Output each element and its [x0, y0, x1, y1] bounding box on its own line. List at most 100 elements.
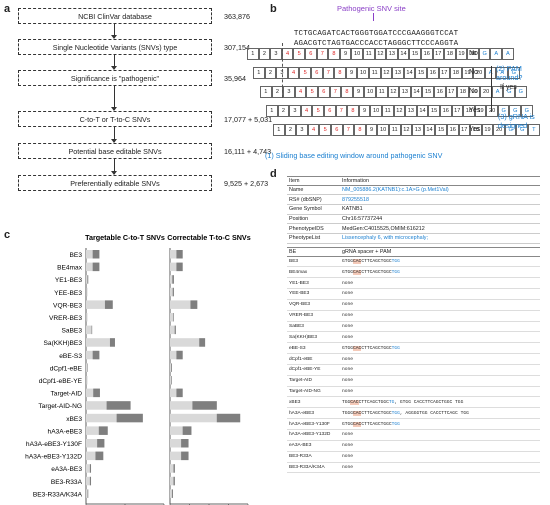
- window-position: 8: [354, 124, 366, 136]
- window-position: 11: [375, 86, 388, 98]
- grna-mid: CTTCAGCTGGC: [361, 269, 392, 275]
- grna-be: eA3A-BE3: [289, 443, 312, 449]
- window-position: 14: [416, 105, 429, 117]
- if-yes-label: If yes: [500, 84, 517, 91]
- grna-row: hA3A-eBE3-Y130F GTGGCACCTTCAGCTGGCTGG: [287, 419, 540, 430]
- grna-header-row: BE gRNA spacer + PAM: [287, 246, 540, 257]
- grna-prefix: none: [342, 280, 354, 286]
- bar-preferential: [87, 489, 89, 498]
- flow-count: 363,876: [224, 12, 250, 21]
- panel-label-d: d: [270, 168, 277, 180]
- bar-total: [86, 338, 115, 347]
- window-position: 5: [319, 124, 331, 136]
- bar-total: [86, 426, 108, 435]
- flow-step: Preferentially editable SNVs: [18, 175, 212, 191]
- grna-seq: none: [342, 378, 540, 383]
- bar-total: [86, 325, 93, 335]
- window-position: 16: [420, 48, 433, 60]
- bar-preferential: [216, 413, 241, 423]
- bar-total: [170, 413, 241, 423]
- bar-preferential: [176, 262, 183, 272]
- pam-base: G: [508, 67, 520, 79]
- window-position: 13: [392, 67, 404, 79]
- pam-base: G: [504, 124, 517, 136]
- grna-seq: GTGGCACCTTCAGCTGGCTGG: [342, 421, 540, 427]
- grna-prefix: none: [342, 302, 354, 308]
- category-label: VQR-BE3: [53, 302, 82, 309]
- pam-base: G: [515, 86, 527, 98]
- info-value[interactable]: Lissencephaly 6, with microcephaly;: [342, 235, 428, 242]
- bar-total: [170, 300, 198, 309]
- bar-preferential: [92, 262, 100, 272]
- bar-total: [170, 313, 174, 322]
- grna-target: CAC: [353, 258, 362, 264]
- window-position: 7: [335, 105, 348, 117]
- grna-row: Target-AID none: [287, 376, 540, 387]
- pam-result: Yes: [469, 107, 481, 114]
- window-position: 5: [312, 105, 324, 117]
- pam-base: A: [484, 67, 497, 79]
- category-label: hA3A-eBE3-Y130F: [26, 441, 82, 448]
- window-position: 6: [317, 86, 330, 98]
- pam-result: No: [469, 88, 478, 95]
- grna-seq: none: [342, 465, 540, 470]
- grna-row: Sa(KKH)BE3 none: [287, 332, 540, 344]
- grna-seq: none: [342, 432, 540, 437]
- grna-mid: CTTCAGCTGGC: [361, 421, 392, 427]
- info-rows: Name NM_005886.2(KATNB1):c.1A>G (p.Met1Va…: [287, 186, 540, 244]
- window-position: 14: [423, 124, 436, 136]
- grna-row: YE1-BE3 none: [287, 278, 540, 290]
- window-position: 9: [358, 105, 371, 117]
- bar-total: [170, 426, 192, 435]
- pam-base: T: [528, 124, 540, 136]
- bar-preferential: [89, 476, 92, 486]
- window-position: 11: [388, 124, 401, 136]
- window-position: 18: [470, 124, 482, 136]
- window-position: 1: [273, 124, 285, 136]
- grna-be: BE3-R33A: [289, 454, 312, 460]
- flow-step: Potential base editable SNVs: [18, 143, 212, 159]
- editing-window: 1 2 3 4 5 6 7 8 9 10 11 12 13 14 15 16 17 18 19 20 A G G: [260, 86, 527, 98]
- bar-total: [86, 376, 88, 385]
- pam-base: G: [497, 105, 510, 117]
- pam-result: No: [469, 69, 478, 76]
- category-label: BE3-R33A/K34A: [33, 491, 83, 498]
- flow-arrow: [111, 127, 117, 143]
- grna-prefix: none: [342, 356, 354, 362]
- editing-window: 1 2 3 4 5 6 7 8 9 10 11 12 13 14 15 16 17 18 19 20 G G T: [273, 124, 540, 136]
- bar-preferential: [173, 476, 175, 486]
- pam-base: G: [478, 48, 491, 60]
- grna-mid: CTTCAGCTGGC: [361, 410, 392, 416]
- window-position: 16: [439, 105, 452, 117]
- grna-prefix: none: [342, 389, 354, 395]
- category-label: hA3A-eBE3: [48, 428, 83, 435]
- window-position: 6: [330, 124, 343, 136]
- grna-row: Target-AID-NG none: [287, 387, 540, 398]
- info-row: Gene Symbol KATNB1: [287, 205, 540, 215]
- grna-seq: none: [342, 389, 540, 394]
- grna-rows: BE3 GTGGCACCTTCAGCTGGCTGG BE4max GTGGCACCTT…: [287, 257, 540, 474]
- category-label: YE1-BE3: [55, 277, 82, 284]
- grna-row: dCpf1-eBE-YE none: [287, 365, 540, 376]
- info-value[interactable]: NM_005886.2(KATNB1):c.1A>G (p.Met1Val): [342, 187, 449, 194]
- header-item: Item: [289, 177, 300, 184]
- window-position: 4: [294, 86, 307, 98]
- category-label: Target-AID: [50, 391, 82, 398]
- info-value[interactable]: 879255518: [342, 196, 369, 203]
- window-position: 16: [433, 86, 446, 98]
- window-position: 10: [377, 124, 389, 136]
- bar-preferential: [176, 350, 183, 360]
- pam-question: (2) PAM around?: [496, 64, 523, 82]
- info-row: Position Chr16:57737244: [287, 215, 540, 225]
- window-position: 9: [345, 67, 358, 79]
- top-strand: TCTGCAGATCACTGGGTGGATCCCGAAGGGTCCAT: [293, 30, 459, 38]
- info-key: RS# (dbSNP): [289, 196, 322, 203]
- sliding-caption: (1) Sliding base editing window around p…: [265, 151, 443, 160]
- flow-arrow: [111, 55, 117, 70]
- category-label: dCpf1-eBE-YE: [39, 378, 83, 385]
- info-key: Gene Symbol: [289, 206, 322, 213]
- window-position: 13: [412, 124, 424, 136]
- grna-prefix: TGGG: [342, 410, 354, 416]
- snv-site-arrow: [373, 13, 374, 21]
- pam-base: G: [509, 105, 522, 117]
